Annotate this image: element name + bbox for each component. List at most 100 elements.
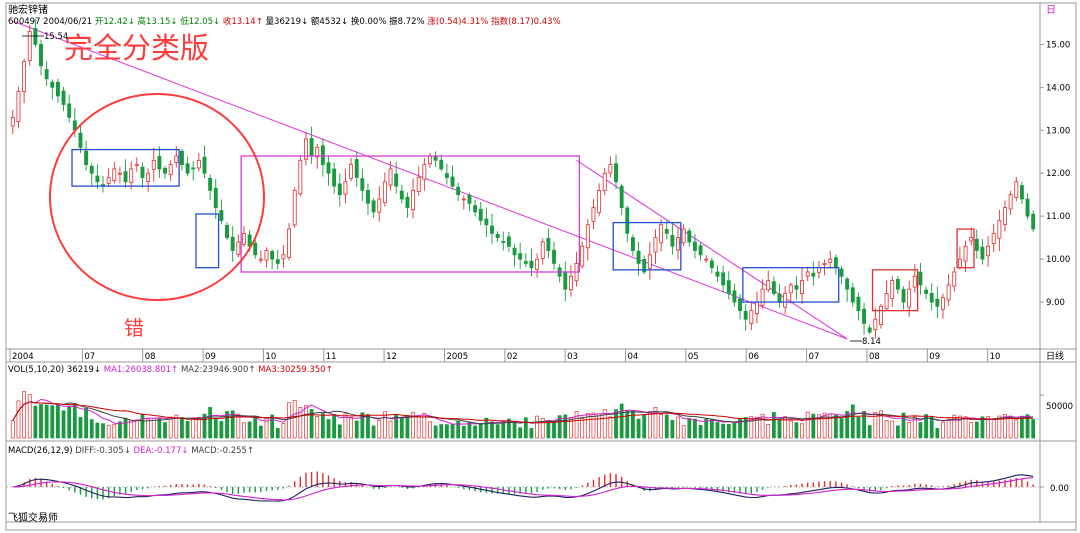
volume-bar xyxy=(1014,419,1019,439)
candle-body xyxy=(743,310,748,320)
volume-bar xyxy=(873,412,878,439)
volume-bar xyxy=(552,420,556,439)
volume-bar xyxy=(1031,419,1036,439)
candle-body xyxy=(850,287,855,303)
candle-body xyxy=(986,245,991,257)
macd-ytick: 0.00 xyxy=(1050,484,1069,494)
volume-bar xyxy=(439,424,444,439)
volume-bar xyxy=(84,407,89,439)
volume-bar xyxy=(371,425,376,439)
volume-bar xyxy=(490,421,494,439)
quote-summary: 600497 2004/06/21 开12.42↓ 高13.15↓ 低12.05… xyxy=(8,16,561,27)
volume-bar xyxy=(501,421,506,439)
candle-body xyxy=(518,253,523,260)
volume-bar xyxy=(208,407,213,439)
candle-body xyxy=(230,236,235,251)
volume-bar xyxy=(478,422,483,439)
candle-body xyxy=(416,177,421,192)
volume-bar xyxy=(315,416,320,439)
volume-bar xyxy=(281,423,286,439)
candle-body xyxy=(630,237,635,251)
volume-bar xyxy=(134,419,139,439)
candle-body xyxy=(439,159,444,170)
candle-body xyxy=(653,237,658,253)
candle-body xyxy=(969,237,974,242)
volume-bar xyxy=(467,421,472,439)
candle-body xyxy=(467,194,472,204)
volume-bar xyxy=(405,414,410,439)
candle-body xyxy=(788,284,793,294)
volume-bar xyxy=(258,425,263,439)
volume-bar xyxy=(681,425,686,439)
candle-body xyxy=(411,189,416,211)
candle-body xyxy=(698,245,703,256)
candle-body xyxy=(935,298,940,307)
candle-body xyxy=(619,185,624,208)
candle-body xyxy=(405,196,410,208)
candle-body xyxy=(490,225,494,234)
candle-body xyxy=(591,207,596,222)
volume-bar xyxy=(67,405,72,439)
volume-bar xyxy=(416,416,421,439)
volume-bar xyxy=(242,422,246,439)
candle-body xyxy=(800,280,804,295)
volume-bar xyxy=(805,411,810,439)
volume-bar xyxy=(687,418,692,439)
volume-bar xyxy=(929,416,934,439)
candle-body xyxy=(478,208,483,221)
candle-body xyxy=(884,293,889,309)
candle-body xyxy=(918,271,923,286)
volume-bar xyxy=(952,414,957,439)
candle-body xyxy=(258,258,263,261)
volume-bar xyxy=(743,417,748,439)
volume-bar xyxy=(1008,415,1013,439)
candle-body xyxy=(732,290,737,303)
volume-bar xyxy=(337,424,342,439)
candle-body xyxy=(501,241,506,243)
candle-body xyxy=(146,172,151,182)
volume-bar xyxy=(399,417,404,439)
candle-body xyxy=(563,271,568,290)
candle-body xyxy=(957,258,962,268)
candle-body xyxy=(202,156,207,174)
volume-bar xyxy=(924,414,928,439)
candle-body xyxy=(721,272,726,286)
candle-body xyxy=(568,275,573,291)
volume-bar xyxy=(980,416,985,439)
candle-body xyxy=(749,310,754,324)
candle-body xyxy=(337,183,342,196)
candle-body xyxy=(174,155,179,164)
legend-item: 涨(0.54)4.31% xyxy=(425,16,489,27)
volume-bar xyxy=(625,410,630,439)
volume-bar xyxy=(957,415,962,439)
volume-bar xyxy=(433,425,438,439)
candle-body xyxy=(771,281,776,294)
candle-body xyxy=(647,254,652,269)
volume-bar xyxy=(709,418,714,439)
volume-bar xyxy=(647,411,652,439)
volume-bar xyxy=(884,420,889,439)
price-tick-label: 9.00 xyxy=(1046,298,1065,308)
volume-bar xyxy=(236,413,241,439)
brand-label: 飞狐交易师 xyxy=(8,511,58,524)
candle-body xyxy=(991,232,996,244)
candle-body xyxy=(191,167,196,170)
legend-item: 开12.42↓ xyxy=(92,17,135,27)
volume-bar xyxy=(563,414,568,439)
date-tick-label: 05 xyxy=(688,352,699,362)
candle-body xyxy=(715,271,720,277)
volume-bar xyxy=(304,405,308,439)
candle-body xyxy=(157,156,162,170)
candle-body xyxy=(304,138,308,160)
candle-body xyxy=(552,249,556,264)
candle-body xyxy=(292,189,297,226)
candle-body xyxy=(867,327,872,333)
candle-body xyxy=(907,288,912,308)
legend-item: MA2:23946.900↑ xyxy=(178,365,255,375)
candle-body xyxy=(123,171,128,183)
candle-body xyxy=(349,164,354,179)
candle-body xyxy=(208,177,213,191)
volume-bar xyxy=(850,404,855,439)
trend-lines xyxy=(12,20,848,340)
volume-bar xyxy=(118,421,122,439)
